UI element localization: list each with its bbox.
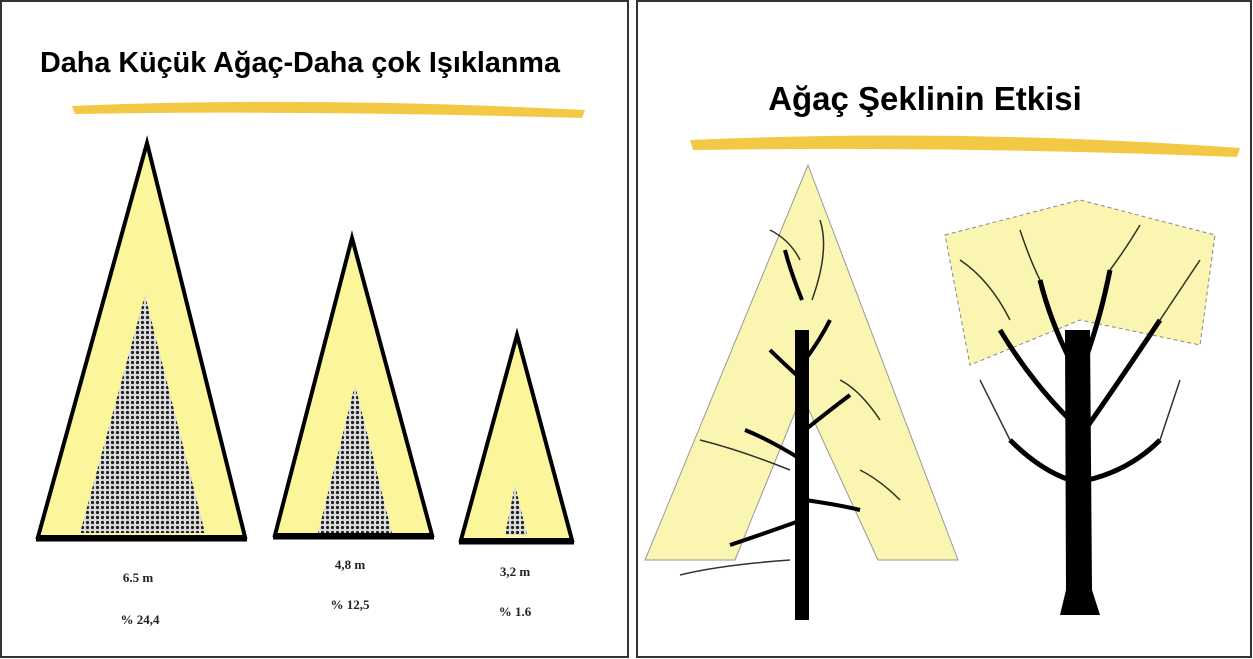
- left-title: Daha Küçük Ağaç-Daha çok Işıklanma: [40, 47, 561, 79]
- right-title: Ağaç Şeklinin Etkisi: [768, 80, 1082, 117]
- percent-label: % 24,4: [121, 612, 161, 627]
- page: Daha Küçük Ağaç-Daha çok Işıklanma 6.5 m…: [0, 0, 1253, 659]
- height-label: 4,8 m: [335, 557, 366, 572]
- height-label: 6.5 m: [123, 570, 154, 585]
- percent-label: % 12,5: [331, 597, 371, 612]
- percent-label: % 1.6: [499, 604, 532, 619]
- height-label: 3,2 m: [500, 564, 531, 579]
